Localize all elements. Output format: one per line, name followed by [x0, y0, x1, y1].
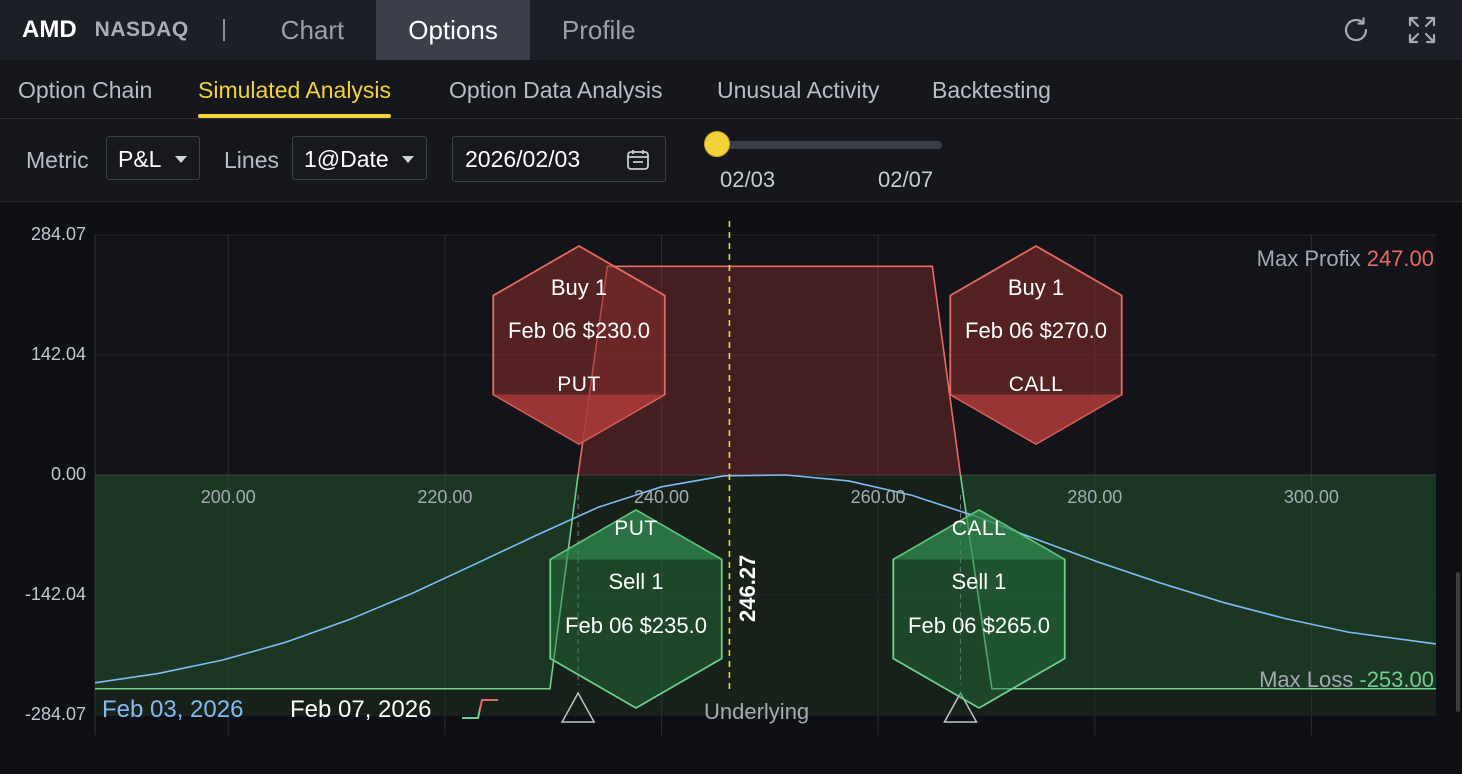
chevron-down-icon [402, 156, 414, 163]
lines-label: Lines [224, 147, 279, 173]
leg-type-band [893, 510, 1065, 560]
slider-end-label: 02/07 [878, 167, 934, 192]
y-tick-label: -284.07 [24, 704, 86, 724]
subtab-unusual-activity[interactable]: Unusual Activity [717, 77, 880, 103]
refresh-icon[interactable] [1340, 14, 1372, 46]
leg-type-band [493, 394, 665, 444]
leg-action: Sell 1 [608, 569, 664, 594]
max-loss: Max Loss -253.00 [1259, 667, 1434, 693]
leg-contract: Feb 06 $230.0 [508, 318, 650, 343]
max-profit: Max Profix 247.00 [1257, 246, 1434, 272]
leg-action: Buy 1 [550, 275, 608, 300]
leg-type: PUT [557, 373, 601, 396]
x-tick-label: 280.00 [1067, 487, 1123, 507]
leg-type: CALL [1008, 373, 1064, 396]
subtab-option-chain[interactable]: Option Chain [18, 77, 153, 103]
metric-select[interactable]: P&L [106, 136, 200, 180]
x-tick-label: 300.00 [1283, 487, 1339, 507]
leg-type: CALL [951, 517, 1007, 540]
subtab-option-data-analysis[interactable]: Option Data Analysis [449, 77, 663, 103]
leg-action: Buy 1 [1007, 275, 1065, 300]
leg-type-band [950, 394, 1122, 444]
tab-profile[interactable]: Profile [561, 14, 636, 45]
tab-chart[interactable]: Chart [280, 14, 345, 45]
chevron-down-icon [175, 156, 187, 163]
scrollbar [1456, 572, 1460, 712]
sub-navigation: Option Chain Simulated Analysis Option D… [0, 60, 1462, 119]
legend-current-date[interactable]: Feb 03, 2026 [102, 696, 244, 723]
x-tick-label: 240.00 [633, 487, 690, 507]
metric-value: P&L [118, 146, 162, 172]
leg-contract: Feb 06 $270.0 [965, 318, 1107, 343]
y-tick-label: -142.04 [24, 584, 86, 604]
current-date-curve [94, 474, 1437, 684]
y-tick-label: 284.07 [30, 224, 86, 244]
max-profit-value: 247.00 [1366, 246, 1434, 271]
ticker-symbol: AMD [22, 16, 77, 43]
x-tick-label: 260.00 [850, 487, 906, 507]
exchange-name: NASDAQ [94, 18, 189, 41]
leg-type: PUT [614, 517, 658, 540]
lines-value: 1@Date [304, 146, 389, 172]
legend-expiry-line-icon [462, 699, 498, 719]
calendar-icon[interactable] [625, 147, 651, 173]
leg-type-band [550, 510, 722, 560]
top-bar: AMD NASDAQ Chart Options Profile [0, 0, 1462, 60]
date-slider-thumb[interactable] [704, 131, 730, 157]
pnl-chart[interactable]: Buy 1 Feb 06 $230.0 PUT PUT Sell 1 Feb 06 $23… [0, 202, 1462, 774]
date-slider-track[interactable] [716, 141, 942, 149]
divider [222, 19, 225, 41]
breakeven-marker-icon [943, 691, 978, 723]
leg-contract: Feb 06 $235.0 [565, 613, 707, 638]
max-loss-value: -253.00 [1359, 667, 1434, 692]
controls-bar: Metric P&L Lines 1@Date 02/03 02/07 [0, 119, 1462, 202]
pnl-chart-canvas [94, 221, 1460, 735]
x-tick-label: 220.00 [417, 487, 473, 507]
y-tick-label: 142.04 [30, 343, 86, 364]
x-tick-label: 200.00 [200, 487, 256, 507]
subtab-backtesting[interactable]: Backtesting [932, 77, 1051, 103]
current-price-label: 246.27 [735, 554, 761, 622]
leg-contract: Feb 06 $265.0 [908, 613, 1050, 638]
subtab-simulated-analysis[interactable]: Simulated Analysis [198, 60, 392, 118]
loss-zone-fill-left [95, 475, 579, 689]
metric-label: Metric [26, 147, 89, 173]
tab-options[interactable]: Options [376, 0, 530, 60]
lines-select[interactable]: 1@Date [292, 136, 427, 180]
profit-zone-fill [578, 266, 961, 475]
date-input[interactable] [452, 136, 666, 182]
max-profit-label: Max Profix [1256, 246, 1361, 271]
max-loss-label: Max Loss [1259, 667, 1354, 692]
loss-zone-fill-right [960, 475, 1436, 689]
legend-expiry-date[interactable]: Feb 07, 2026 [290, 696, 432, 723]
leg-action: Sell 1 [951, 569, 1007, 594]
breakeven-marker-icon [560, 691, 596, 723]
y-tick-label: 0.00 [50, 464, 86, 484]
slider-start-label: 02/03 [720, 167, 776, 192]
x-axis-label: Underlying [704, 699, 810, 724]
fullscreen-icon[interactable] [1406, 14, 1438, 46]
expiry-payoff-line-left [95, 474, 579, 690]
